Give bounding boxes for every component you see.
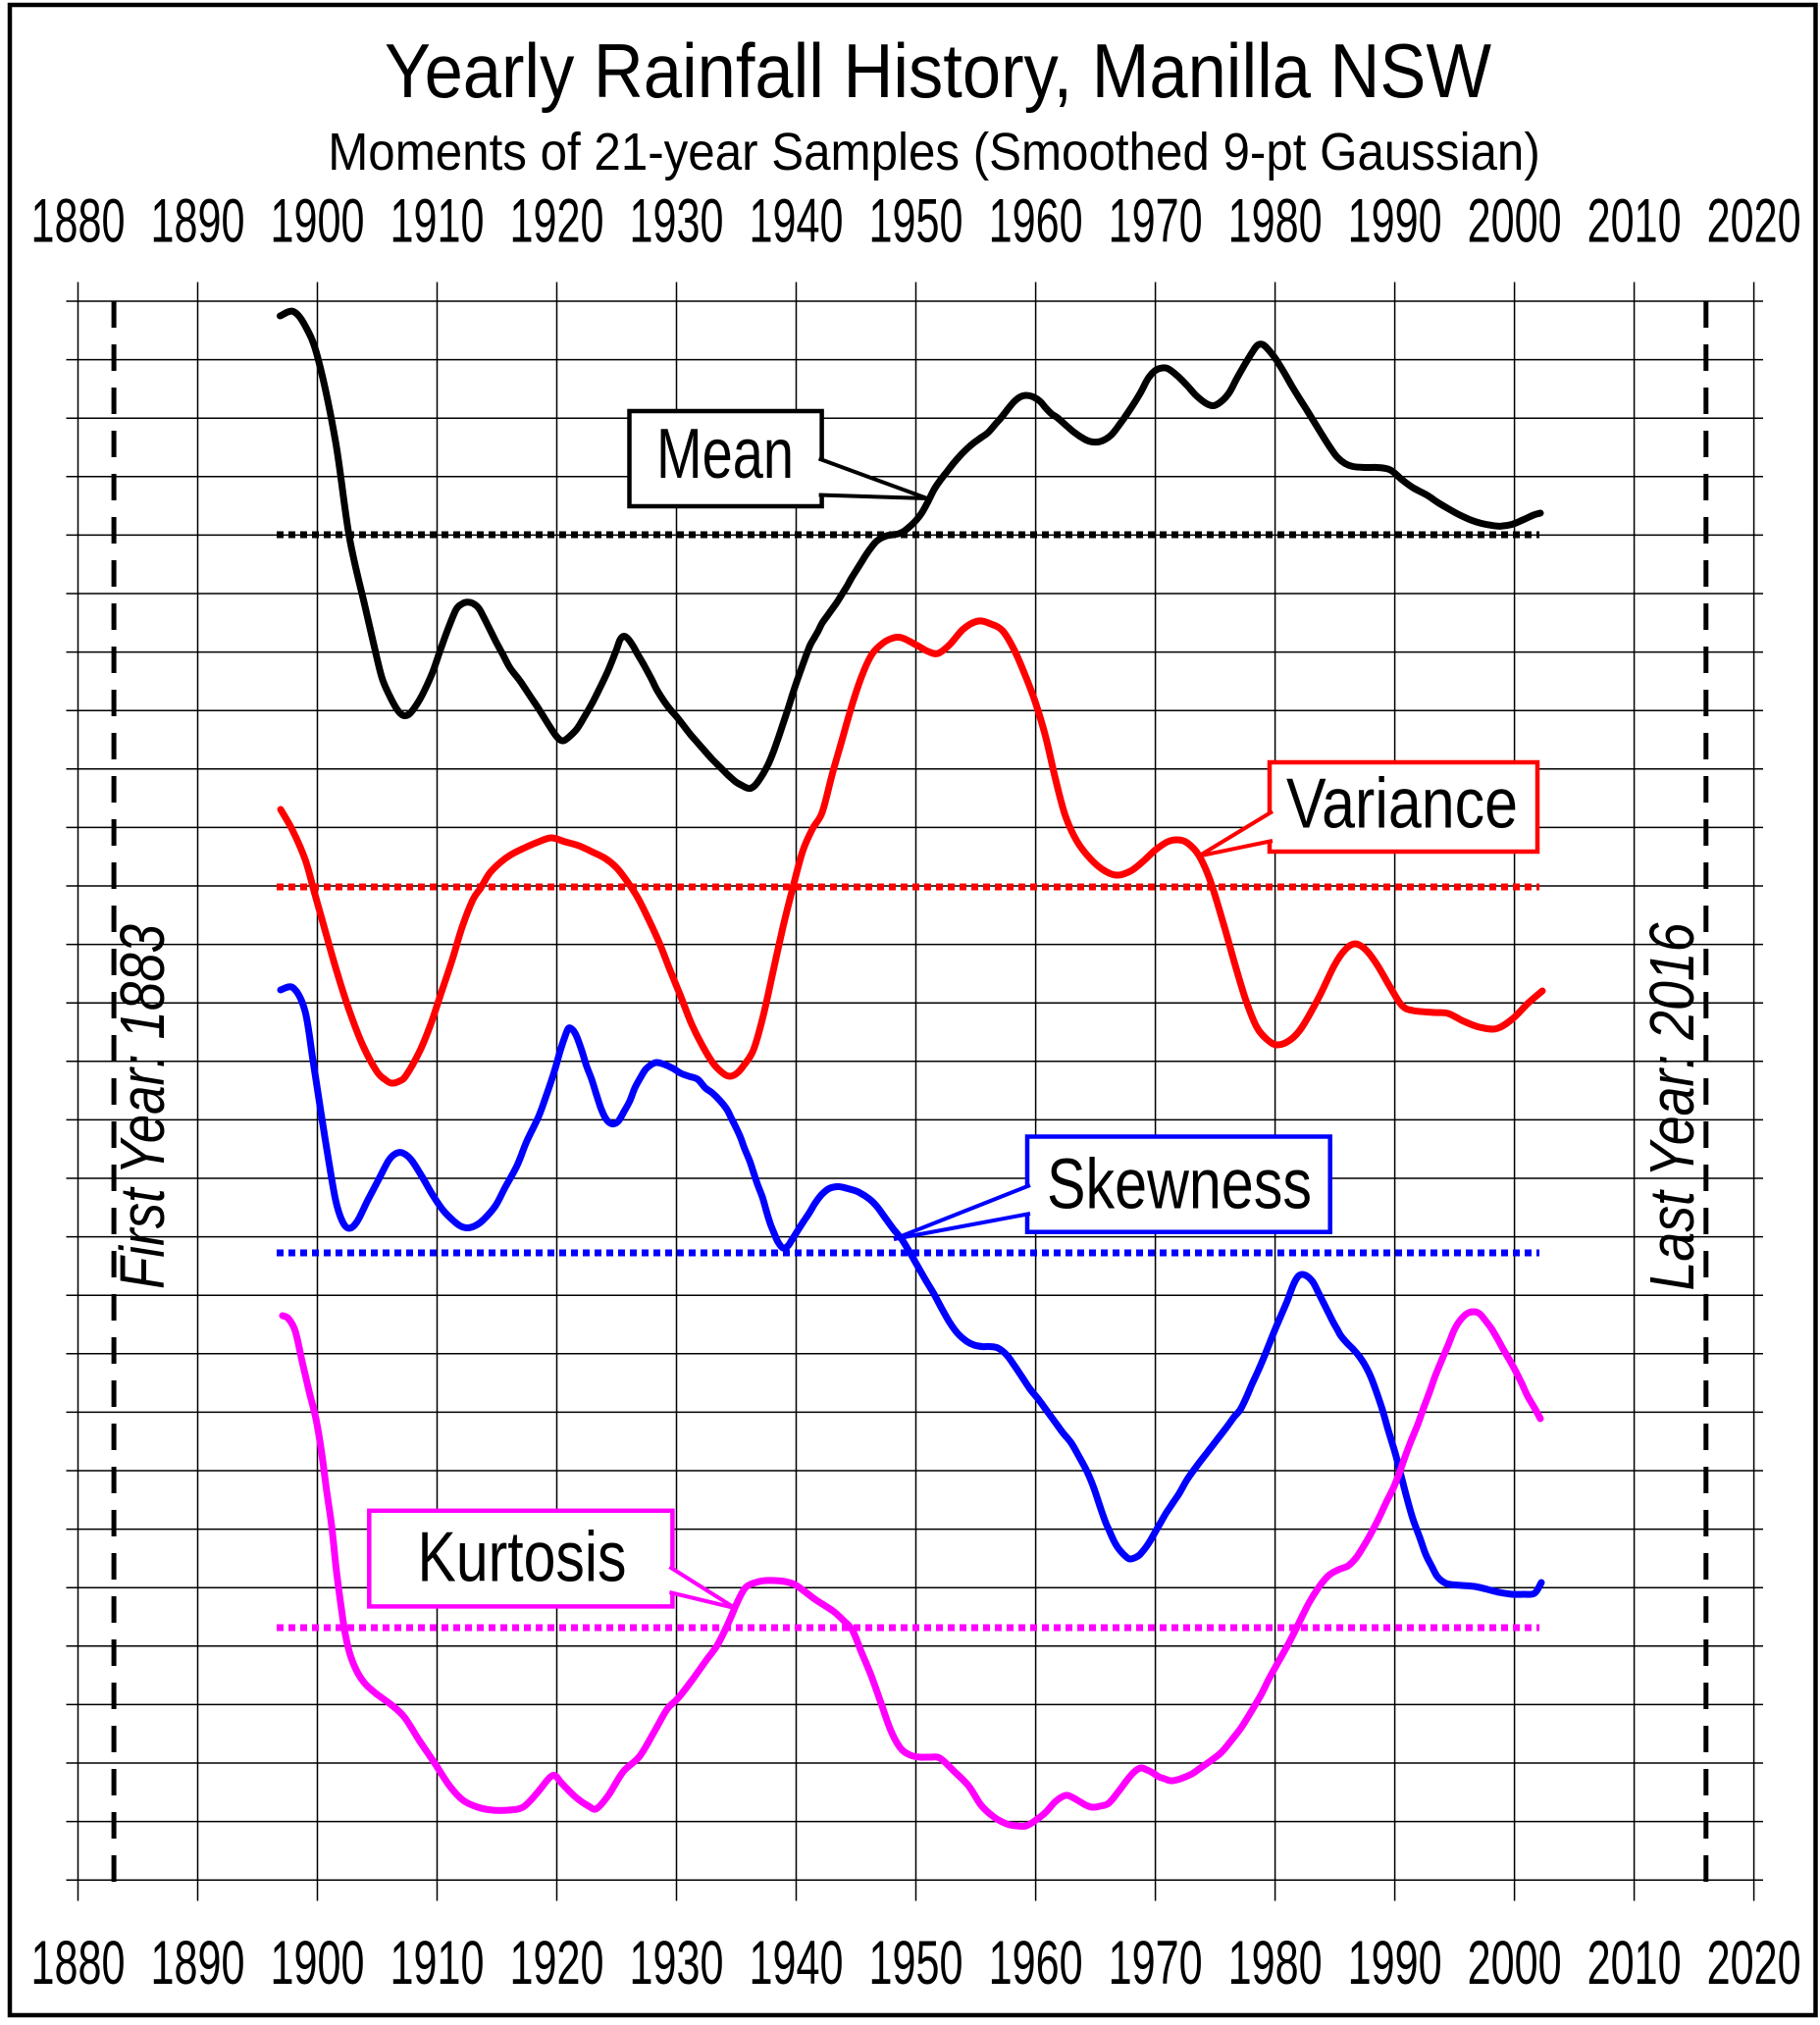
svg-text:First Year: 1883: First Year: 1883	[108, 924, 178, 1289]
svg-text:1890: 1890	[151, 186, 245, 255]
svg-text:2010: 2010	[1587, 1929, 1682, 1998]
svg-text:1970: 1970	[1109, 1929, 1203, 1998]
svg-text:1960: 1960	[989, 1929, 1083, 1998]
svg-text:1910: 1910	[390, 1929, 485, 1998]
svg-text:1940: 1940	[750, 1929, 844, 1998]
svg-text:1970: 1970	[1109, 186, 1203, 255]
svg-text:2020: 2020	[1707, 1929, 1801, 1998]
svg-text:1960: 1960	[989, 186, 1083, 255]
svg-text:Kurtosis: Kurtosis	[418, 1517, 627, 1596]
svg-text:2000: 2000	[1468, 1929, 1562, 1998]
svg-text:2010: 2010	[1587, 186, 1682, 255]
svg-text:1920: 1920	[510, 1929, 604, 1998]
svg-text:1990: 1990	[1348, 186, 1442, 255]
svg-text:1900: 1900	[271, 186, 365, 255]
svg-text:1880: 1880	[31, 186, 126, 255]
svg-text:1980: 1980	[1228, 186, 1323, 255]
svg-text:1910: 1910	[390, 186, 485, 255]
svg-text:Mean: Mean	[656, 414, 794, 493]
svg-text:Yearly Rainfall History, Manil: Yearly Rainfall History, Manilla NSW	[385, 28, 1491, 114]
svg-text:1880: 1880	[31, 1929, 126, 1998]
svg-text:1950: 1950	[869, 186, 963, 255]
svg-text:1930: 1930	[630, 1929, 724, 1998]
svg-text:2000: 2000	[1468, 186, 1562, 255]
svg-text:1980: 1980	[1228, 1929, 1323, 1998]
svg-text:2020: 2020	[1707, 186, 1801, 255]
svg-text:Moments of 21-year Samples (Sm: Moments of 21-year Samples (Smoothed 9-p…	[328, 122, 1540, 182]
svg-text:1940: 1940	[750, 186, 844, 255]
svg-text:1920: 1920	[510, 186, 604, 255]
svg-text:1890: 1890	[151, 1929, 245, 1998]
svg-text:1950: 1950	[869, 1929, 963, 1998]
svg-text:1900: 1900	[271, 1929, 365, 1998]
svg-text:1930: 1930	[630, 186, 724, 255]
svg-text:Last Year: 2016: Last Year: 2016	[1638, 922, 1708, 1290]
svg-text:Skewness: Skewness	[1047, 1144, 1312, 1223]
svg-text:1990: 1990	[1348, 1929, 1442, 1998]
svg-text:Variance: Variance	[1286, 765, 1518, 844]
